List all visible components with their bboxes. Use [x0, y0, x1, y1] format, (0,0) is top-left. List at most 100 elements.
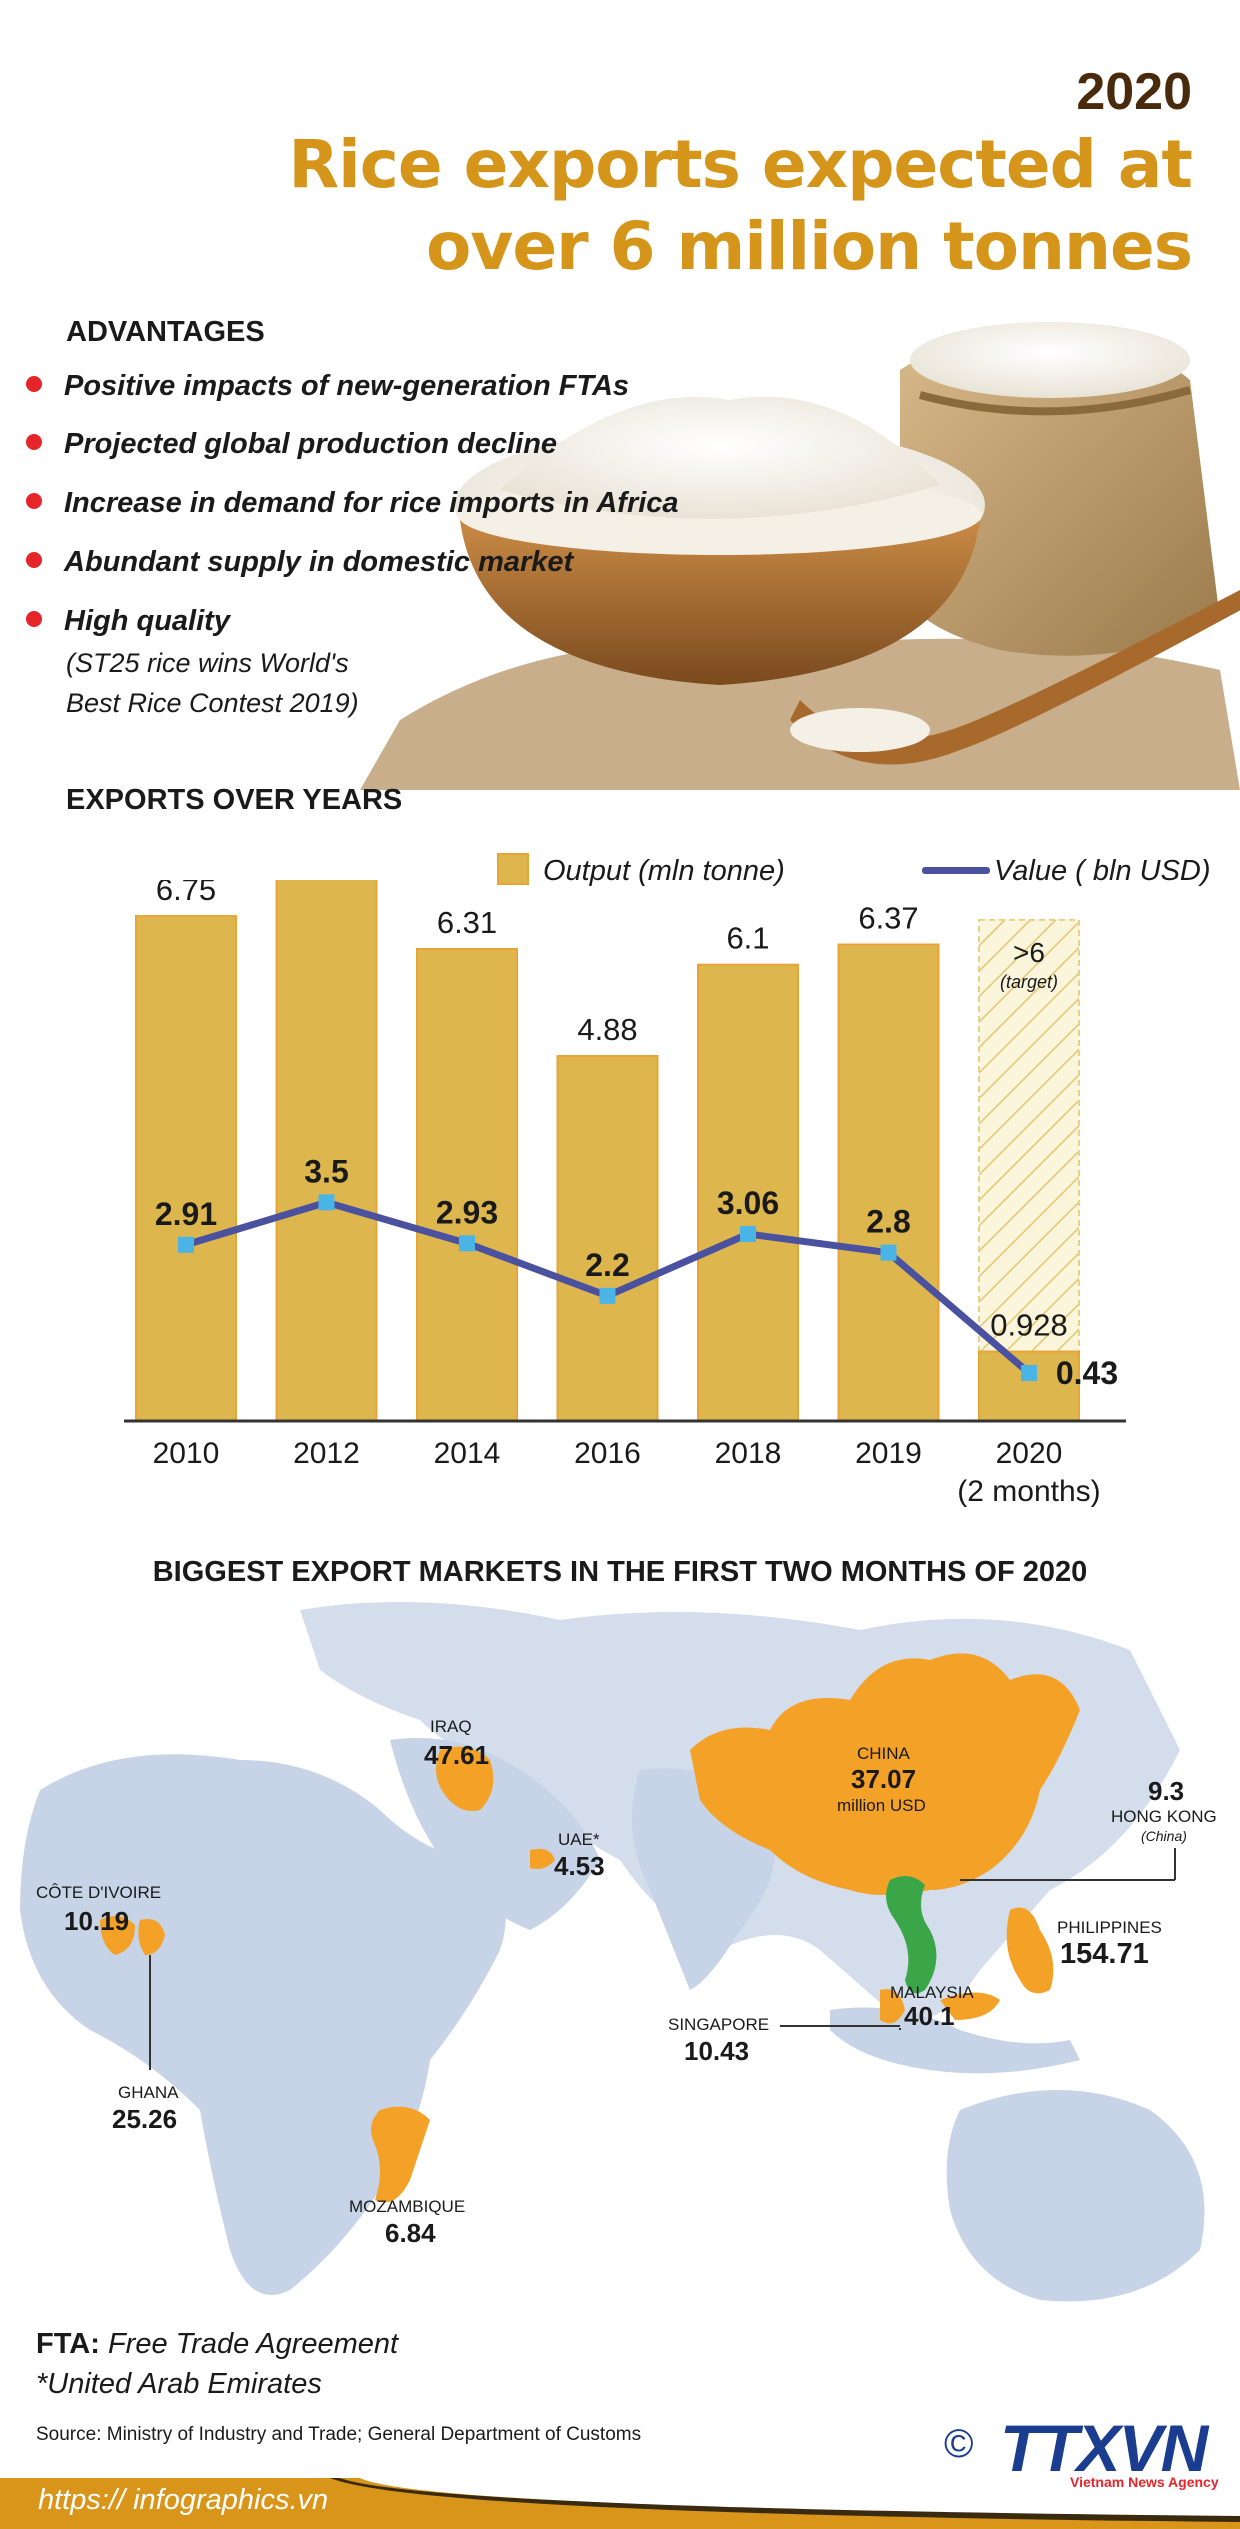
- uae-shape: [530, 1848, 555, 1869]
- value-marker: [178, 1236, 194, 1253]
- land-indonesia: [830, 2007, 1080, 2074]
- output-bar: [135, 915, 237, 1422]
- output-bar: [275, 880, 378, 1422]
- iraq-shape: [436, 1746, 494, 1811]
- advantage-text: Positive impacts of new-generation FTAs: [64, 370, 630, 402]
- malaysia-shape: [880, 1989, 1000, 2024]
- legend-value-label: Value ( bln USD): [994, 855, 1211, 887]
- market-philippines-name: PHILIPPINES: [1057, 1918, 1162, 1937]
- market-singapore-name: SINGAPORE: [668, 2015, 770, 2034]
- target-label: >6: [1013, 937, 1045, 968]
- map-heading: BIGGEST EXPORT MARKETS IN THE FIRST TWO …: [152, 1556, 1088, 1588]
- fta-def: Free Trade Agreement: [107, 2328, 399, 2360]
- value-label: 2.91: [155, 1196, 217, 1232]
- philippines-shape: [1006, 1907, 1054, 1994]
- market-ghana-value: 25.26: [112, 2104, 178, 2134]
- market-malaysia-value: 40.1: [904, 2001, 955, 2031]
- market-singapore-value: 10.43: [684, 2036, 750, 2066]
- output-bar-label: 6.31: [437, 905, 497, 940]
- page-title-line2: over 6 million tonnes: [425, 208, 1193, 285]
- output-bar-label: 6.37: [858, 901, 918, 936]
- exports-heading: EXPORTS OVER YEARS: [66, 784, 403, 816]
- x-tick-label: 2020: [996, 1437, 1063, 1470]
- output-bar-label: 6.1: [726, 921, 769, 956]
- advantage-text: High quality: [64, 605, 230, 637]
- market-china-value: 37.07: [851, 1764, 917, 1794]
- target-sublabel: (target): [1000, 972, 1058, 992]
- china-shape: [690, 1653, 1080, 1895]
- url-bar: [0, 2478, 1240, 2529]
- market-mozambique-value: 6.84: [385, 2218, 436, 2248]
- target-bar-2020: [978, 918, 1080, 1423]
- market-cote-divoire-name: CÔTE D'IVOIRE: [36, 1883, 162, 1902]
- exports-chart: >6(target)6.757.726.314.886.16.370.9282.…: [124, 880, 1126, 1508]
- market-ghana-name: GHANA: [118, 2083, 179, 2102]
- uae-footnote: *United Arab Emirates: [36, 2368, 322, 2400]
- market-uae-value: 4.53: [554, 1851, 605, 1881]
- value-label: 2.8: [866, 1204, 910, 1240]
- value-marker: [1021, 1365, 1037, 1381]
- legend-output-swatch: [497, 853, 529, 885]
- market-cote-divoire-value: 10.19: [64, 1906, 130, 1936]
- page-title-line1: Rice exports expected at: [288, 126, 1193, 203]
- value-label: 0.43: [1056, 1355, 1118, 1391]
- value-label: 2.2: [585, 1247, 629, 1283]
- mozambique-shape: [371, 2106, 430, 2203]
- market-uae-name: UAE*: [558, 1830, 600, 1849]
- market-iraq-name: IRAQ: [430, 1717, 472, 1736]
- market-hongkong-note: (China): [1141, 1828, 1187, 1844]
- infographics-link[interactable]: https:// infographics.vn: [38, 2484, 329, 2516]
- rice-bowl-sack-illustration: [360, 322, 1240, 790]
- bullet-dot-icon: [26, 376, 42, 393]
- value-marker: [599, 1287, 616, 1304]
- legend-value-swatch: [922, 867, 990, 874]
- advantage-note-line2: Best Rice Contest 2019): [66, 688, 359, 718]
- market-mozambique-name: MOZAMBIQUE: [349, 2197, 466, 2216]
- output-bar: [416, 948, 518, 1423]
- advantage-item: Abundant supply in domestic market: [26, 546, 573, 579]
- value-marker: [740, 1225, 756, 1242]
- market-philippines-value: 154.71: [1060, 1938, 1149, 1970]
- market-malaysia-name: MALAYSIA: [890, 1983, 974, 2002]
- market-iraq-value: 47.61: [424, 1740, 490, 1770]
- copyright-icon: ©: [944, 2422, 974, 2466]
- market-china-unit: million USD: [837, 1796, 926, 1815]
- bullet-dot-icon: [26, 493, 42, 510]
- x-tick-label: 2010: [153, 1437, 220, 1470]
- vietnam-shape: [886, 1876, 937, 1994]
- value-marker: [318, 1194, 335, 1211]
- x-tick-sublabel: (2 months): [957, 1475, 1100, 1508]
- land-australia: [946, 2090, 1205, 2302]
- output-bar: [556, 1054, 659, 1422]
- advantage-item: Positive impacts of new-generation FTAs: [26, 370, 629, 403]
- output-bar: [978, 1350, 1080, 1422]
- fta-term: FTA:: [36, 2328, 100, 2360]
- advantages-heading: ADVANTAGES: [66, 316, 265, 348]
- advantage-text: Abundant supply in domestic market: [64, 546, 574, 578]
- value-label: 3.06: [717, 1185, 779, 1221]
- output-bar: [837, 943, 940, 1423]
- output-bar: [697, 963, 799, 1422]
- x-tick-label: 2016: [574, 1437, 641, 1470]
- output-bar-label: 4.88: [577, 1012, 637, 1047]
- advantage-item: Increase in demand for rice imports in A…: [26, 487, 679, 520]
- market-hongkong-value: 9.3: [1148, 1776, 1185, 1806]
- value-marker: [880, 1244, 897, 1261]
- x-tick-label: 2018: [715, 1437, 782, 1470]
- x-tick-label: 2014: [434, 1437, 501, 1470]
- header-year: 2020: [1076, 63, 1192, 121]
- output-bar-label: 6.75: [156, 880, 216, 907]
- export-markets-map: [20, 1602, 1205, 2302]
- source-note: Source: Ministry of Industry and Trade; …: [36, 2424, 642, 2445]
- advantage-text: Increase in demand for rice imports in A…: [64, 487, 679, 519]
- legend-output-label: Output (mln tonne): [543, 855, 785, 887]
- market-hongkong-name: HONG KONG: [1111, 1807, 1217, 1826]
- value-label: 3.5: [304, 1153, 348, 1189]
- x-tick-label: 2012: [293, 1437, 360, 1470]
- cote-divoire-shape: [100, 1916, 135, 1955]
- market-china-name: CHINA: [857, 1744, 910, 1763]
- ttxvn-logo-subtitle: Vietnam News Agency: [1070, 2474, 1219, 2490]
- bullet-dot-icon: [26, 611, 42, 628]
- advantage-note-line1: (ST25 rice wins World's: [66, 648, 349, 678]
- output-bar-label: 0.928: [990, 1308, 1068, 1343]
